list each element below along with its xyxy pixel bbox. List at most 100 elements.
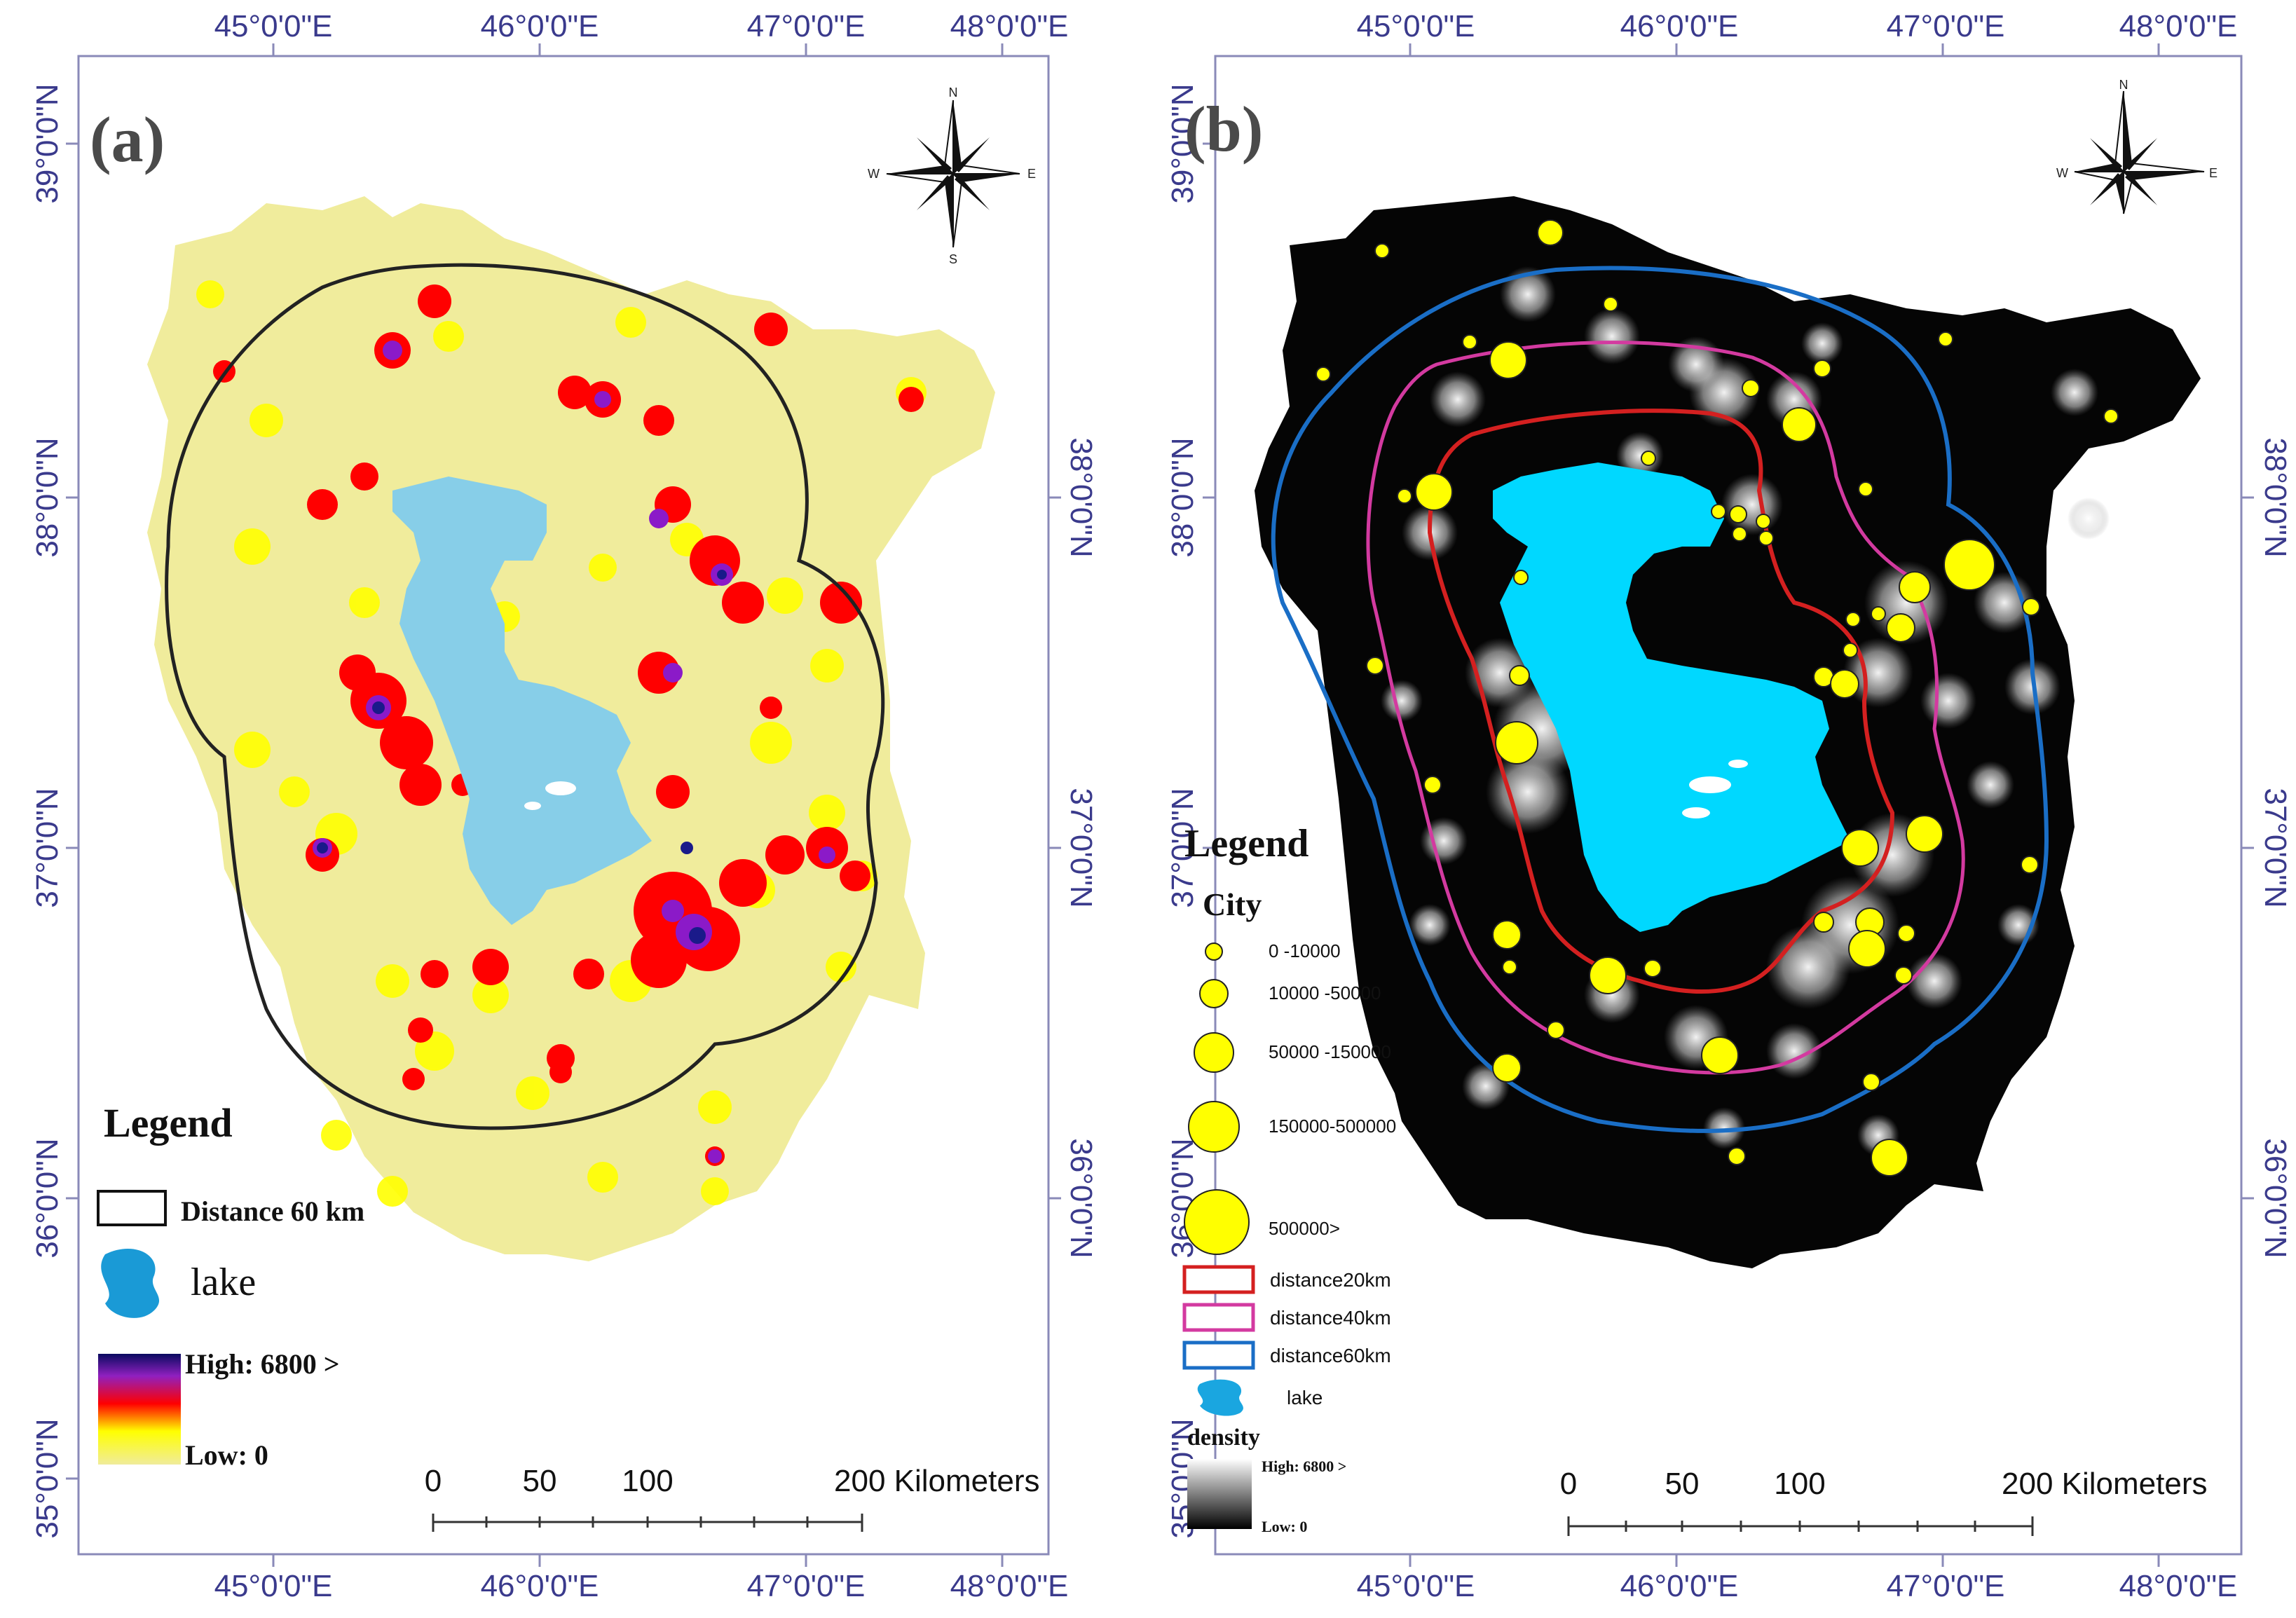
panel-a-legend-title: Legend [104,1100,233,1146]
panel-a-top-lon-1: 45°0'0"E [214,9,333,43]
panel-b-bottom-lon-1: 45°0'0"E [1357,1569,1475,1603]
panel-b-legend-d60-label: distance60km [1270,1345,1391,1366]
panel-a-legend: Legend Distance 60 km lake High: 6800 > … [97,1100,364,1471]
panel-b-legend-density-ramp [1187,1459,1252,1529]
panel-a-scale-200: 200 Kilometers [834,1464,1039,1498]
panel-a-ticks [66,43,1061,1567]
panel-b-legend-city-5-swatch [1184,1189,1250,1255]
panel-b-scale-100: 100 [1774,1467,1825,1501]
panel-a-label: (a) [90,104,165,175]
panel-b-scale-50: 50 [1665,1467,1700,1501]
panel-b-legend-city-4-swatch [1188,1101,1240,1153]
panel-a-right-lat-2: 37°0'0"N [1064,788,1098,907]
panel-a-left-lat-3: 37°0'0"N [30,788,64,907]
panel-a: 45°0'0"E 46°0'0"E 47°0'0"E 48°0'0"E 45°0… [30,9,1098,1603]
panel-b-scale-200: 200 Kilometers [2002,1467,2207,1501]
panel-b-top-lon-2: 46°0'0"E [1620,9,1739,43]
panel-b-legend-d40-label: distance40km [1270,1307,1391,1329]
panel-a-compass-w: W [868,167,880,181]
panel-b-left-lat-3: 37°0'0"N [1166,788,1200,907]
panel-a-left-lat-4: 36°0'0"N [30,1138,64,1258]
panel-b-compass-n: N [2119,78,2128,92]
panel-a-compass-n: N [949,85,958,100]
panel-a-legend-ramp [98,1354,181,1465]
panel-a-bottom-lon-4: 48°0'0"E [950,1569,1069,1603]
panel-b-right-lat-3: 36°0'0"N [2258,1138,2292,1258]
panel-b-right-lat-1: 38°0'0"N [2258,437,2292,557]
panel-a-density [196,280,927,1207]
panel-b-left-lat-2: 38°0'0"N [1166,437,1200,557]
panel-a-legend-lake-icon [101,1248,160,1318]
panel-b-lake-islands [1682,760,1748,818]
panel-a-legend-high: High: 6800 > [185,1348,340,1380]
panel-b-legend-lake-icon [1197,1379,1243,1416]
panel-b-buffer-60km [1271,266,2049,1133]
panel-b-top-lon-3: 47°0'0"E [1887,9,2005,43]
panel-b-legend-city-3-swatch [1194,1032,1234,1073]
panel-b-scale-bar: 0 50 100 200 Kilometers [1560,1467,2207,1536]
panel-b-legend-d60-swatch [1182,1341,1255,1370]
panel-b-legend-density-title: density [1187,1425,1260,1451]
panel-a-legend-buffer-label: Distance 60 km [181,1195,364,1227]
panel-a-top-lon-3: 47°0'0"E [747,9,866,43]
panel-b-legend-d20-swatch [1182,1265,1255,1294]
panel-b-scale-0: 0 [1560,1467,1577,1501]
panel-a-top-lon-4: 48°0'0"E [950,9,1069,43]
panel-b-buffer-40km [1366,341,1965,1075]
panel-a-right-lat-3: 36°0'0"N [1064,1138,1098,1258]
panel-a-right-lat-1: 38°0'0"N [1064,437,1098,557]
panel-b-compass-w: W [2056,166,2068,180]
panel-b-top-lon-4: 48°0'0"E [2119,9,2238,43]
panel-b-right-lat-2: 37°0'0"N [2258,788,2292,907]
panel-b-label: (b) [1184,93,1263,165]
panel-a-left-lat-1: 39°0'0"N [30,83,64,203]
panel-b-legend-city-1-swatch [1205,942,1223,961]
panel-b-legend-city-3-label: 50000 -150000 [1269,1041,1391,1062]
panel-b-bottom-lon-3: 47°0'0"E [1887,1569,2005,1603]
panel-a-legend-low: Low: 0 [185,1439,268,1471]
panel-a-lake-islands [524,781,576,810]
panel-a-compass: N S E W [868,85,1036,266]
panel-b-legend-city-title: City [1203,886,1262,922]
panel-b-legend-density-low: Low: 0 [1262,1518,1307,1535]
panel-a-bottom-lon-1: 45°0'0"E [214,1569,333,1603]
panel-b-legend-city-2-label: 10000 -50000 [1269,982,1381,1003]
panel-b-legend-density-high: High: 6800 > [1262,1458,1346,1475]
panel-b-legend-d40-swatch [1182,1303,1255,1332]
panel-a-scale-50: 50 [523,1464,557,1498]
panel-a-left-lat-5: 35°0'0"N [30,1418,64,1538]
panel-b-left-lat-1: 39°0'0"N [1166,83,1200,203]
panel-b-legend-city-5-label: 500000> [1269,1218,1340,1239]
panel-a-bottom-lon-3: 47°0'0"E [747,1569,866,1603]
panel-a-buffer-60km [165,263,885,1130]
panel-b-compass-e: E [2209,166,2218,180]
panel-a-left-lat-2: 38°0'0"N [30,437,64,557]
panel-b-legend-d20-label: distance20km [1270,1269,1391,1291]
panel-b-legend-city-1-label: 0 -10000 [1269,940,1341,961]
panel-b-legend-lake-label: lake [1287,1387,1323,1408]
panel-b-legend-title: Legend [1184,822,1308,865]
panel-b-legend-city-2-swatch [1199,979,1229,1008]
panel-b-legend: Legend City 0 -10000 10000 -50000 50000 … [1182,822,1396,1535]
panel-b-ticks [1203,43,2254,1567]
panel-b-cities [1316,219,2119,1177]
panel-b: 45°0'0"E 46°0'0"E 47°0'0"E 48°0'0"E 45°0… [1166,9,2292,1603]
panel-b-compass: N E W [2056,78,2218,214]
panel-b-buffer-20km [1427,409,1895,994]
panel-a-compass-e: E [1027,167,1036,181]
panel-b-bottom-lon-4: 48°0'0"E [2119,1569,2238,1603]
panel-a-scale-100: 100 [622,1464,673,1498]
panel-a-compass-s: S [949,252,957,266]
panel-b-lake [1493,462,1850,932]
panel-a-bottom-lon-2: 46°0'0"E [481,1569,599,1603]
panel-b-bottom-lon-2: 46°0'0"E [1620,1569,1739,1603]
panel-b-legend-city-4-label: 150000-500000 [1269,1116,1396,1137]
panel-a-legend-buffer-swatch [97,1190,167,1226]
panel-a-legend-lake-label: lake [191,1261,256,1304]
panel-a-scale-bar: 0 50 100 200 Kilometers [425,1464,1039,1532]
panel-b-top-lon-1: 45°0'0"E [1357,9,1475,43]
panel-a-top-lon-2: 46°0'0"E [481,9,599,43]
panel-a-lake [392,477,652,925]
panel-a-scale-0: 0 [425,1464,442,1498]
